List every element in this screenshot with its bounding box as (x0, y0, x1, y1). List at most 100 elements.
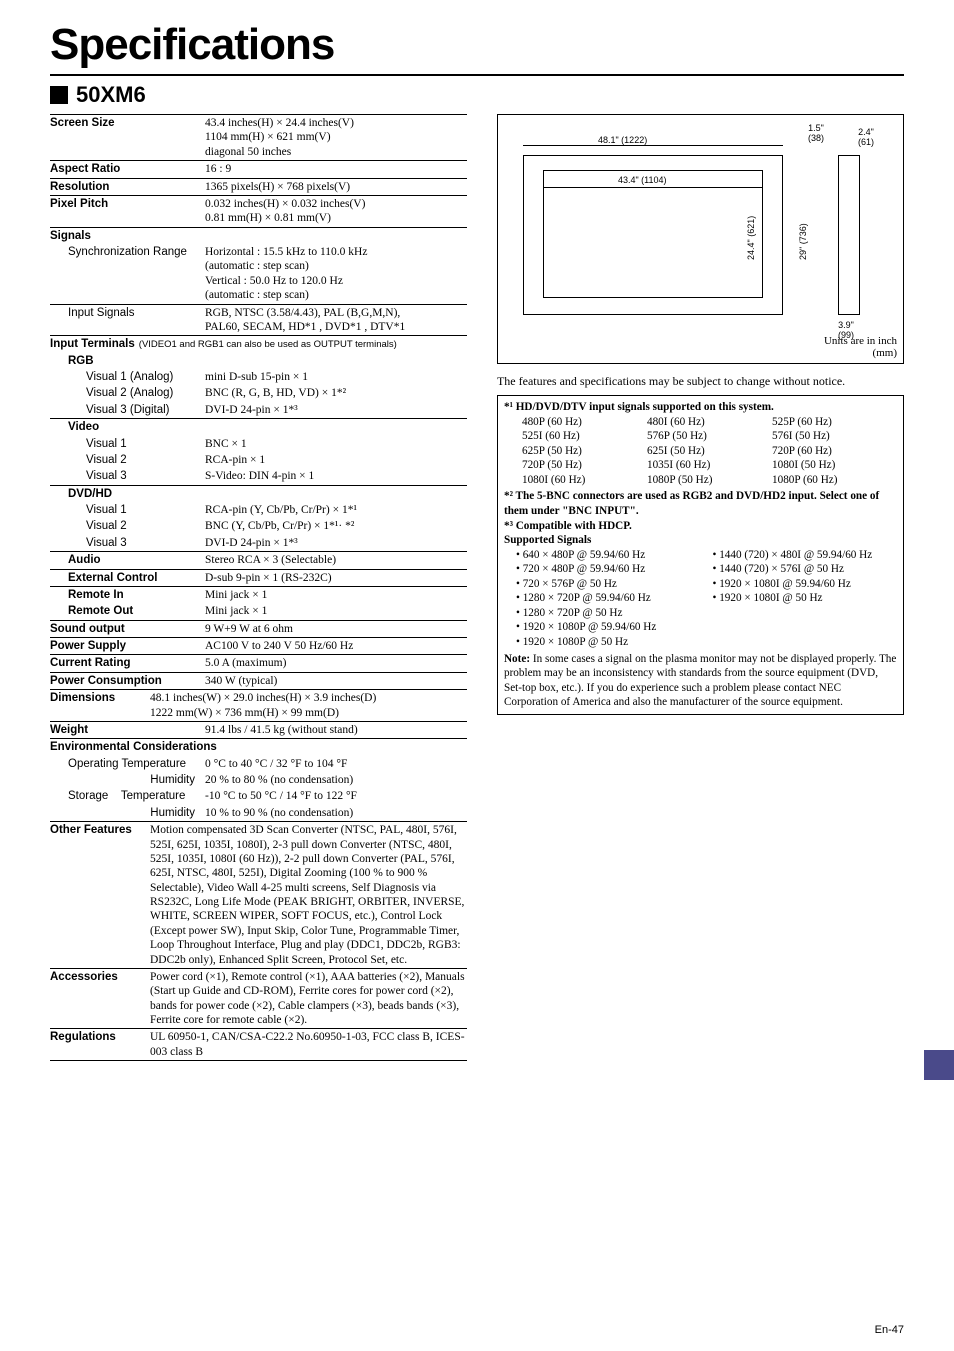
dimension-diagram: 48.1" (1222) 43.4" (1104) 24.4" (621) 29… (497, 114, 904, 364)
label-sync-range: Synchronization Range (50, 245, 205, 303)
value-rgb-v2: BNC (R, G, B, HD, VD) × 1*² (205, 386, 467, 400)
sig-item: 640 × 480P @ 59.94/60 Hz (516, 548, 701, 563)
footnote-box: *¹ HD/DVD/DTV input signals supported on… (497, 395, 904, 715)
page-title: Specifications (50, 20, 904, 70)
sig-item: 1920 × 1080P @ 59.94/60 Hz (516, 620, 701, 635)
head-dvd: DVD/HD (50, 487, 112, 501)
diag-top1: 1.5" (38) (808, 123, 824, 143)
label-signals: Signals (50, 229, 205, 243)
value-env-op-t: 0 °C to 40 °C / 32 °F to 104 °F (205, 757, 467, 771)
sup-right: 1440 (720) × 480I @ 59.94/60 Hz1440 (720… (700, 548, 897, 650)
diag-units: Units are in inch (mm) (824, 335, 897, 359)
diag-screen-w: 43.4" (1104) (618, 175, 667, 185)
sig-item: 1440 (720) × 480I @ 59.94/60 Hz (712, 548, 897, 563)
value-remote-out: Mini jack × 1 (205, 604, 467, 618)
fn1-cell: 720P (50 Hz) (522, 458, 647, 473)
fn1-cell: 1080P (50 Hz) (647, 473, 772, 488)
value-audio: Stereo RCA × 3 (Selectable) (205, 553, 467, 567)
label-input-signals: Input Signals (50, 306, 205, 335)
label-remote-out: Remote Out (50, 604, 205, 618)
label-accessories: Accessories (50, 970, 150, 1028)
label-dvd-v3: Visual 3 (50, 536, 205, 550)
fn-note-text: In some cases a signal on the plasma mon… (504, 653, 896, 709)
value-power: AC100 V to 240 V 50 Hz/60 Hz (205, 639, 467, 653)
fn1-cell: 480I (60 Hz) (647, 415, 772, 430)
diag-top2: 2.4" (61) (858, 127, 874, 147)
fn1-cell: 1080I (60 Hz) (522, 473, 647, 488)
label-env-st-t: Storage Temperature (50, 789, 205, 803)
label-rgb-v2: Visual 2 (Analog) (50, 386, 205, 400)
fn1-cell: 1080I (50 Hz) (772, 458, 897, 473)
fn1-cell: 525P (60 Hz) (772, 415, 897, 430)
sig-item: 1920 × 1080P @ 50 Hz (516, 635, 701, 650)
head-rgb: RGB (50, 354, 94, 368)
sig-item: 1280 × 720P @ 59.94/60 Hz (516, 591, 701, 606)
value-env-st-h: 10 % to 90 % (no condensation) (205, 806, 467, 820)
label-aspect-ratio: Aspect Ratio (50, 162, 205, 176)
label-current: Current Rating (50, 656, 205, 670)
value-pixel-pitch: 0.032 inches(H) × 0.032 inches(V) 0.81 m… (205, 197, 467, 226)
sig-item: 1920 × 1080I @ 50 Hz (712, 591, 897, 606)
value-current: 5.0 A (maximum) (205, 656, 467, 670)
value-dims: 48.1 inches(W) × 29.0 inches(H) × 3.9 in… (130, 691, 467, 720)
value-input-signals: RGB, NTSC (3.58/4.43), PAL (B,G,M,N), PA… (205, 306, 467, 335)
fn2: *² The 5-BNC connectors are used as RGB2… (504, 489, 897, 518)
fn1-cell: 1080P (60 Hz) (772, 473, 897, 488)
value-dvd-v1: RCA-pin (Y, Cb/Pb, Cr/Pr) × 1*¹ (205, 503, 467, 517)
label-remote-in: Remote In (50, 588, 205, 602)
label-pcons: Power Consumption (50, 674, 205, 688)
label-vid-v3: Visual 3 (50, 469, 205, 483)
model-box-icon (50, 86, 68, 104)
sup-left: 640 × 480P @ 59.94/60 Hz720 × 480P @ 59.… (504, 548, 701, 650)
title-rule (50, 74, 904, 76)
value-sound: 9 W+9 W at 6 ohm (205, 622, 467, 636)
fn1-cell: 480P (60 Hz) (522, 415, 647, 430)
diag-unit-h: 29" (736) (798, 223, 808, 260)
sig-item: 1280 × 720P @ 50 Hz (516, 606, 701, 621)
model-row: 50XM6 (50, 82, 904, 108)
head-video: Video (50, 420, 99, 434)
label-screen-size: Screen Size (50, 116, 205, 159)
label-dims: Dimensions (50, 691, 130, 720)
value-rgb-v3: DVI-D 24-pin × 1*³ (205, 403, 467, 417)
label-input-terminals: Input Terminals (50, 337, 135, 351)
value-aspect-ratio: 16 : 9 (205, 162, 467, 176)
value-vid-v3: S-Video: DIN 4-pin × 1 (205, 469, 467, 483)
label-env-op-h: Humidity (50, 773, 205, 787)
right-column: 48.1" (1222) 43.4" (1104) 24.4" (621) 29… (497, 114, 904, 1061)
value-dvd-v2: BNC (Y, Cb/Pb, Cr/Pr) × 1*¹· *² (205, 519, 467, 533)
label-vid-v1: Visual 1 (50, 437, 205, 451)
fn1-cell: 576I (50 Hz) (772, 429, 897, 444)
value-sync-range: Horizontal : 15.5 kHz to 110.0 kHz (auto… (205, 245, 467, 303)
fn-note: Note: In some cases a signal on the plas… (504, 652, 897, 710)
label-resolution: Resolution (50, 180, 205, 194)
value-ext-ctrl: D-sub 9-pin × 1 (RS-232C) (205, 571, 467, 585)
sig-item: 720 × 576P @ 50 Hz (516, 577, 701, 592)
label-ext-ctrl: External Control (50, 571, 205, 585)
change-notice: The features and specifications may be s… (497, 374, 904, 389)
value-remote-in: Mini jack × 1 (205, 588, 467, 602)
sig-item: 1920 × 1080I @ 59.94/60 Hz (712, 577, 897, 592)
label-env-op-t: Operating Temperature (50, 757, 205, 771)
diag-w-label: 48.1" (1222) (598, 135, 647, 145)
value-regs: UL 60950-1, CAN/CSA-C22.2 No.60950-1-03,… (150, 1030, 467, 1059)
note-input-terminals: (VIDEO1 and RGB1 can also be used as OUT… (135, 337, 467, 351)
value-env-st-t: -10 °C to 50 °C / 14 °F to 122 °F (205, 789, 467, 803)
value-accessories: Power cord (×1), Remote control (×1), AA… (150, 970, 467, 1028)
label-rgb-v1: Visual 1 (Analog) (50, 370, 205, 384)
value-rgb-v1: mini D-sub 15-pin × 1 (205, 370, 467, 384)
label-rgb-v3: Visual 3 (Digital) (50, 403, 205, 417)
label-vid-v2: Visual 2 (50, 453, 205, 467)
fn1-cell: 1035I (60 Hz) (647, 458, 772, 473)
fn1-cell: 576P (50 Hz) (647, 429, 772, 444)
diag-screen-h: 24.4" (621) (746, 216, 756, 260)
fn1-cell: 720P (60 Hz) (772, 444, 897, 459)
label-audio: Audio (50, 553, 205, 567)
value-screen-size: 43.4 inches(H) × 24.4 inches(V) 1104 mm(… (205, 116, 467, 159)
label-dvd-v1: Visual 1 (50, 503, 205, 517)
spec-column: Screen Size43.4 inches(H) × 24.4 inches(… (50, 114, 467, 1061)
value-dvd-v3: DVI-D 24-pin × 1*³ (205, 536, 467, 550)
fn1-head: *¹ HD/DVD/DTV input signals supported on… (504, 400, 897, 415)
value-weight: 91.4 lbs / 41.5 kg (without stand) (205, 723, 467, 737)
value-pcons: 340 W (typical) (205, 674, 467, 688)
